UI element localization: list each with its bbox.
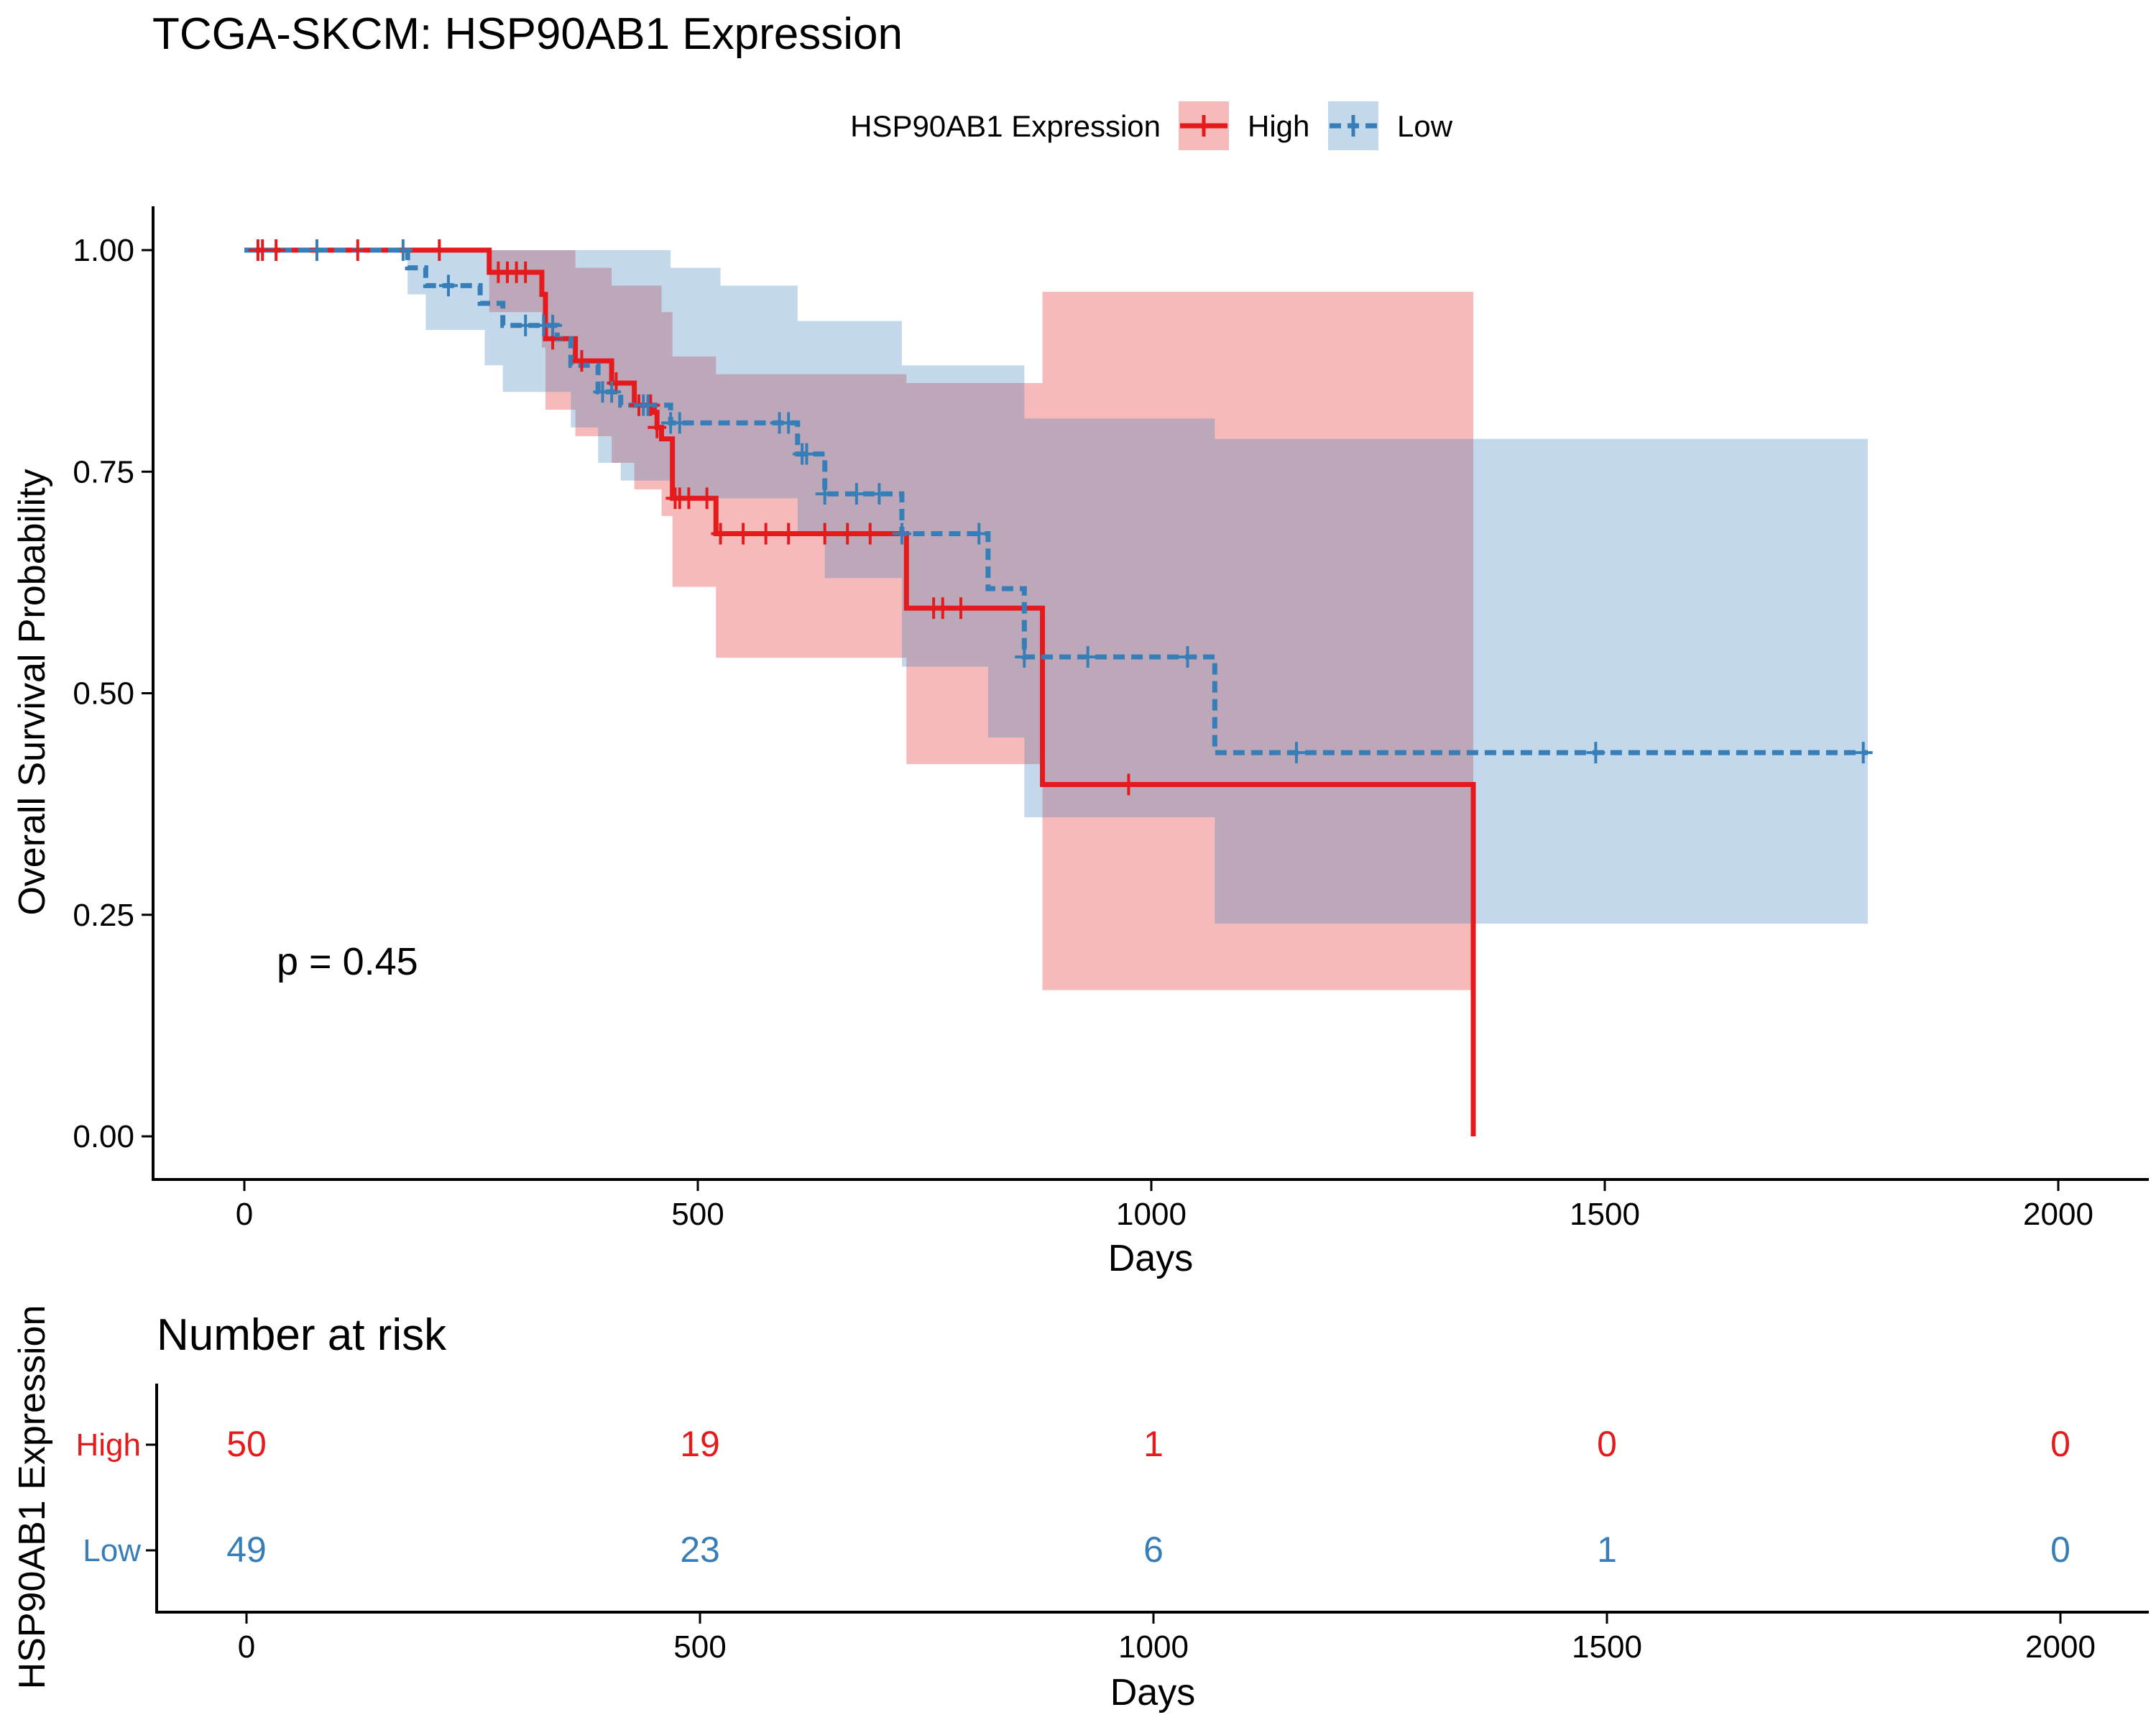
legend-low-label: Low bbox=[1397, 109, 1453, 143]
risk-cell-high: 0 bbox=[1597, 1424, 1617, 1464]
censor-mark-low bbox=[1078, 645, 1097, 668]
risk-table-title: Number at risk bbox=[157, 1310, 447, 1360]
censor-mark-high bbox=[267, 239, 286, 261]
censor-mark-low bbox=[1178, 645, 1197, 668]
censor-mark-low bbox=[1015, 645, 1034, 668]
censor-mark-high bbox=[572, 350, 591, 372]
x-tick-label: 2000 bbox=[2023, 1197, 2093, 1232]
risk-row-label-low: Low bbox=[83, 1533, 141, 1568]
x-tick-label: 1000 bbox=[1116, 1197, 1187, 1232]
censor-mark-low bbox=[307, 239, 326, 261]
censor-mark-low bbox=[638, 394, 658, 416]
x-tick-label: 0 bbox=[236, 1197, 253, 1232]
x-ticks: 0 500 1000 1500 2000 bbox=[236, 1179, 2093, 1232]
censor-mark-high bbox=[697, 487, 717, 510]
y-tick-label: 1.00 bbox=[73, 233, 134, 268]
censor-mark-low bbox=[847, 483, 866, 505]
risk-cell-high: 0 bbox=[2050, 1424, 2070, 1464]
risk-x-tick-label: 0 bbox=[238, 1629, 255, 1665]
censor-mark-high bbox=[711, 523, 730, 545]
x-axis-label: Days bbox=[1108, 1238, 1193, 1279]
censor-mark-high bbox=[516, 261, 535, 283]
censor-mark-low bbox=[892, 523, 911, 545]
risk-x-tick-label: 2000 bbox=[2025, 1629, 2096, 1665]
censor-mark-low bbox=[543, 314, 563, 336]
censor-mark-high bbox=[1119, 773, 1138, 796]
risk-cell-high: 1 bbox=[1143, 1424, 1164, 1464]
risk-x-tick-label: 1000 bbox=[1118, 1629, 1189, 1665]
y-axis-label: Overall Survival Probability bbox=[11, 469, 53, 915]
censor-mark-high bbox=[779, 523, 798, 545]
y-tick-label: 0.25 bbox=[73, 898, 134, 933]
risk-cell-low: 49 bbox=[226, 1530, 267, 1570]
risk-x-tick-label: 500 bbox=[673, 1629, 726, 1665]
ci-band-high bbox=[244, 250, 1474, 990]
risk-x-tick-label: 1500 bbox=[1572, 1629, 1642, 1665]
survival-plot: 0 500 1000 1500 2000 0.00 0.25 0.50 0.75 1.00 Da… bbox=[11, 206, 2149, 1279]
risk-cell-low: 1 bbox=[1597, 1530, 1617, 1570]
risk-x-axis-label: Days bbox=[1110, 1672, 1195, 1714]
y-tick-label: 0.50 bbox=[73, 676, 134, 712]
legend-item-low: Low bbox=[1328, 101, 1453, 150]
y-tick-label: 0.75 bbox=[73, 454, 134, 489]
risk-cell-low: 23 bbox=[680, 1530, 720, 1570]
censor-mark-high bbox=[951, 597, 970, 620]
censor-mark-low bbox=[815, 483, 834, 505]
censor-mark-high bbox=[860, 523, 880, 545]
risk-row-label-high: High bbox=[76, 1427, 142, 1463]
legend-title: HSP90AB1 Expression bbox=[850, 109, 1161, 143]
risk-y-axis-label: HSP90AB1 Expression bbox=[11, 1305, 53, 1690]
censor-mark-high bbox=[838, 523, 857, 545]
censor-marks bbox=[248, 239, 1873, 796]
survival-line-low bbox=[244, 247, 1868, 755]
censor-mark-low bbox=[1853, 742, 1873, 764]
x-tick-label: 500 bbox=[671, 1197, 724, 1232]
risk-cell-low: 0 bbox=[2050, 1530, 2070, 1570]
censor-mark-low bbox=[602, 381, 622, 403]
censor-mark-high bbox=[756, 523, 775, 545]
x-tick-label: 1500 bbox=[1570, 1197, 1640, 1232]
censor-mark-low bbox=[516, 314, 535, 336]
censor-mark-low bbox=[797, 443, 816, 465]
p-value-annotation: p = 0.45 bbox=[277, 940, 418, 983]
risk-row-labels: High Low bbox=[76, 1427, 157, 1568]
censor-mark-high bbox=[648, 416, 667, 438]
risk-cell-high: 50 bbox=[226, 1424, 267, 1464]
censor-mark-low bbox=[393, 239, 413, 261]
censor-mark-high bbox=[348, 239, 367, 261]
censor-mark-high bbox=[607, 372, 626, 394]
risk-cell-high: 19 bbox=[680, 1424, 720, 1464]
censor-mark-low bbox=[1286, 742, 1306, 764]
survival-curves bbox=[244, 247, 1868, 1136]
confidence-bands bbox=[244, 250, 1868, 990]
censor-mark-high bbox=[679, 487, 699, 510]
y-tick-label: 0.00 bbox=[73, 1119, 134, 1154]
censor-mark-low bbox=[870, 483, 889, 505]
censor-mark-low bbox=[969, 523, 989, 545]
censor-mark-low bbox=[438, 275, 458, 297]
censor-mark-low bbox=[670, 412, 689, 434]
risk-x-ticks: 0 500 1000 1500 2000 bbox=[238, 1612, 2096, 1665]
survival-line-high bbox=[244, 247, 1476, 1136]
legend: HSP90AB1 Expression High Low bbox=[850, 101, 1453, 150]
legend-item-high: High bbox=[1179, 101, 1309, 150]
censor-mark-high bbox=[734, 523, 753, 545]
risk-cells: 50 19 1 0 0 49 23 6 1 0 bbox=[226, 1424, 2070, 1570]
censor-mark-high bbox=[933, 597, 952, 620]
censor-mark-low bbox=[1586, 742, 1606, 764]
risk-cell-low: 6 bbox=[1143, 1530, 1164, 1570]
chart-title: TCGA-SKCM: HSP90AB1 Expression bbox=[152, 9, 903, 59]
ci-band-low bbox=[244, 250, 1868, 924]
censor-mark-high bbox=[430, 239, 449, 261]
censor-mark-low bbox=[779, 412, 798, 434]
censor-mark-high bbox=[815, 523, 834, 545]
y-ticks: 0.00 0.25 0.50 0.75 1.00 bbox=[73, 233, 153, 1154]
legend-high-label: High bbox=[1248, 109, 1309, 143]
